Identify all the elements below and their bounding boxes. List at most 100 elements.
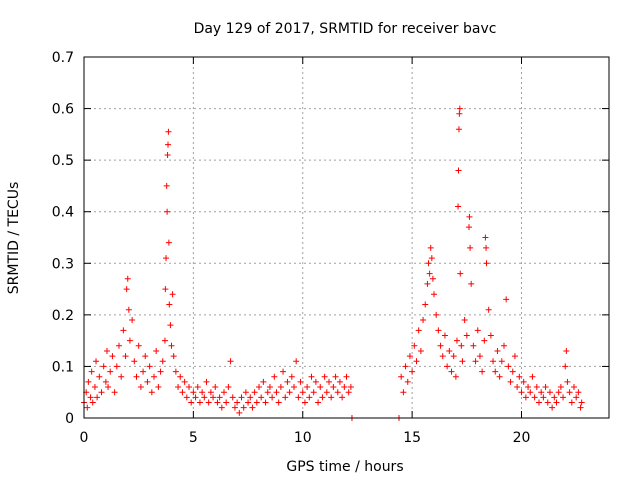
- grid: [84, 57, 609, 418]
- data-point: [492, 368, 499, 375]
- data-point: [551, 394, 558, 401]
- data-point: [137, 384, 144, 391]
- data-point: [455, 203, 462, 210]
- data-point: [142, 353, 149, 360]
- data-point: [125, 306, 132, 313]
- data-point: [179, 389, 186, 396]
- x-tick-label: 5: [189, 430, 198, 446]
- data-point: [113, 363, 120, 370]
- data-point: [260, 378, 267, 385]
- data-point: [446, 347, 453, 354]
- data-point: [437, 342, 444, 349]
- y-tick-label: 0.7: [52, 50, 74, 66]
- data-point: [91, 384, 98, 391]
- data-point: [297, 378, 304, 385]
- data-point: [578, 399, 585, 406]
- y-axis-title: SRMTID / TECUs: [6, 182, 22, 295]
- data-point: [194, 384, 201, 391]
- data-point: [450, 353, 457, 360]
- data-point: [234, 399, 241, 406]
- data-point: [310, 389, 317, 396]
- data-point: [262, 399, 269, 406]
- data-point: [227, 358, 234, 365]
- data-point: [167, 322, 174, 329]
- data-point: [269, 394, 276, 401]
- y-tick-label: 0: [65, 411, 74, 427]
- data-point: [400, 389, 407, 396]
- data-point: [577, 404, 584, 411]
- data-point: [546, 389, 553, 396]
- data-point: [494, 347, 501, 354]
- data-point: [236, 409, 243, 416]
- data-point: [304, 384, 311, 391]
- data-point: [163, 182, 170, 189]
- data-point: [476, 353, 483, 360]
- data-point: [433, 311, 440, 318]
- data-point: [435, 327, 442, 334]
- data-point: [159, 358, 166, 365]
- data-point: [334, 389, 341, 396]
- data-point: [498, 358, 505, 365]
- data-point: [448, 368, 455, 375]
- data-point: [308, 373, 315, 380]
- data-point: [98, 389, 105, 396]
- data-point: [164, 208, 171, 215]
- data-point: [155, 384, 162, 391]
- data-point: [458, 342, 465, 349]
- data-point: [157, 368, 164, 375]
- data-point: [216, 394, 223, 401]
- data-point: [456, 110, 463, 117]
- data-point: [163, 255, 170, 262]
- data-point: [183, 394, 190, 401]
- y-tick-label: 0.1: [52, 359, 74, 375]
- data-point: [264, 389, 271, 396]
- data-point: [291, 384, 297, 391]
- y-tick-label: 0.5: [52, 153, 74, 169]
- data-point: [273, 389, 280, 396]
- data-point: [175, 384, 182, 391]
- data-point: [111, 389, 118, 396]
- data-point: [463, 332, 470, 339]
- data-point: [518, 389, 525, 396]
- data-point: [479, 368, 486, 375]
- data-point: [153, 347, 160, 354]
- data-points: [81, 105, 585, 421]
- data-point: [109, 353, 116, 360]
- data-point: [190, 389, 197, 396]
- data-point: [93, 358, 100, 365]
- data-point: [122, 353, 129, 360]
- data-point: [482, 234, 489, 241]
- data-point: [557, 384, 564, 391]
- data-point: [126, 337, 133, 344]
- data-point: [242, 389, 249, 396]
- x-axis-title: GPS time / hours: [286, 459, 403, 475]
- data-point: [417, 347, 424, 354]
- data-point: [275, 399, 282, 406]
- data-point: [571, 384, 577, 391]
- data-point: [188, 399, 195, 406]
- data-point: [415, 327, 422, 334]
- data-point: [286, 389, 293, 396]
- data-point: [89, 399, 96, 406]
- data-point: [345, 389, 352, 396]
- data-point: [203, 378, 210, 385]
- data-point: [88, 368, 95, 375]
- data-point: [490, 358, 497, 365]
- data-point: [398, 373, 405, 380]
- data-point: [485, 306, 492, 313]
- axis-ticks: 0 0.1 0.2 0.3 0.4 0.5 0.6 0.7 0 5 10 15 20: [52, 50, 609, 446]
- data-point: [315, 399, 322, 406]
- data-point: [441, 332, 448, 339]
- data-point: [455, 126, 462, 133]
- data-point: [85, 378, 92, 385]
- data-point: [96, 373, 103, 380]
- data-point: [514, 384, 521, 391]
- data-point: [474, 327, 481, 334]
- data-point: [323, 389, 330, 396]
- data-point: [238, 394, 245, 401]
- data-point: [199, 389, 206, 396]
- data-point: [245, 399, 252, 406]
- data-point: [225, 384, 232, 391]
- x-tick-label: 0: [80, 430, 89, 446]
- data-point: [186, 384, 192, 391]
